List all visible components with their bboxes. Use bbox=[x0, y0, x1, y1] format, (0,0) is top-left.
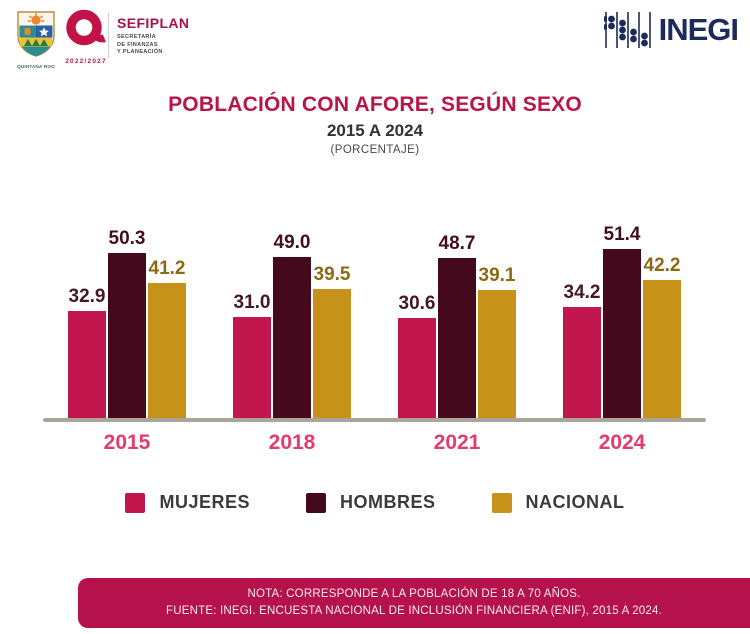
sefiplan-logo: SEFIPLAN SECRETARÍA DE FINANZAS Y PLANEA… bbox=[117, 15, 189, 57]
bar-mujeres-2024 bbox=[563, 306, 601, 420]
bar-column: 42.2 bbox=[643, 255, 681, 420]
bar-value-label: 41.2 bbox=[148, 258, 186, 280]
gobierno-q-logo: 2022/2027 bbox=[60, 8, 112, 66]
bar-hombres-2021 bbox=[438, 258, 476, 420]
q-logo-years: 2022/2027 bbox=[65, 58, 107, 65]
x-axis-label-2015: 2015 bbox=[103, 431, 151, 454]
quintana-roo-logo: QUINTANA ROO bbox=[16, 10, 56, 69]
bar-value-label: 50.3 bbox=[108, 228, 146, 249]
chart-unit-label: (PORCENTAJE) bbox=[330, 144, 420, 156]
bar-column: 39.5 bbox=[313, 264, 351, 420]
x-axis-line bbox=[43, 418, 706, 422]
bar-group-2021: 30.6 48.7 39.1 bbox=[398, 233, 516, 420]
bar-hombres-2015 bbox=[108, 253, 146, 420]
bar-column: 50.3 bbox=[108, 228, 146, 420]
legend-item-nacional: NACIONAL bbox=[491, 492, 625, 513]
bar-value-label: 31.0 bbox=[233, 292, 271, 314]
chart-subtitle-years: 2015 A 2024 bbox=[326, 121, 424, 140]
legend-item-mujeres: MUJERES bbox=[125, 492, 250, 513]
legend-label: HOMBRES bbox=[340, 492, 436, 512]
x-axis-label-2024: 2024 bbox=[598, 431, 646, 454]
inegi-abacus-icon bbox=[603, 12, 651, 48]
sefiplan-subtitle-line3: Y PLANEACIÓN bbox=[117, 49, 163, 55]
bar-mujeres-2015 bbox=[68, 310, 106, 420]
legend: MUJERES HOMBRES NACIONAL bbox=[0, 492, 750, 513]
chart-title: POBLACIÓN CON AFORE, SEGÚN SEXO bbox=[168, 93, 582, 116]
inegi-wordmark: INEGI bbox=[658, 12, 739, 47]
bar-group-2015: 32.9 50.3 41.2 bbox=[68, 228, 186, 420]
legend-swatch bbox=[491, 492, 512, 513]
quintana-roo-caption: QUINTANA ROO bbox=[17, 64, 55, 69]
header-divider bbox=[108, 13, 109, 58]
bar-value-label: 42.2 bbox=[643, 254, 681, 276]
bar-value-label: 48.7 bbox=[438, 233, 476, 255]
footer-note: NOTA: CORRESPONDE A LA POBLACIÓN DE 18 A… bbox=[247, 587, 581, 600]
sefiplan-subtitle-line1: SECRETARÍA bbox=[117, 34, 156, 40]
x-axis-labels: 2015 2018 2021 2024 bbox=[68, 431, 681, 455]
legend-swatch bbox=[306, 492, 326, 513]
footer-note-bar: NOTA: CORRESPONDE A LA POBLACIÓN DE 18 A… bbox=[78, 578, 750, 628]
legend-item-hombres: HOMBRES bbox=[306, 492, 436, 513]
bar-mujeres-2018 bbox=[233, 317, 271, 420]
bar-mujeres-2021 bbox=[398, 318, 436, 420]
bar-nacional-2021 bbox=[478, 290, 516, 420]
sefiplan-subtitle: SECRETARÍA DE FINANZAS Y PLANEACIÓN bbox=[117, 34, 189, 57]
bar-column: 31.0 bbox=[233, 292, 271, 420]
bar-value-label: 34.2 bbox=[563, 281, 601, 303]
bar-column: 34.2 bbox=[563, 281, 601, 420]
inegi-logo: INEGI bbox=[603, 10, 739, 50]
bar-value-label: 49.0 bbox=[273, 232, 311, 254]
legend-label: NACIONAL bbox=[525, 492, 625, 512]
footer-source: FUENTE: INEGI. ENCUESTA NACIONAL DE INCL… bbox=[166, 605, 662, 617]
sefiplan-subtitle-line2: DE FINANZAS bbox=[117, 41, 158, 48]
bar-value-label: 51.4 bbox=[603, 224, 641, 246]
bar-column: 39.1 bbox=[478, 265, 516, 420]
bar-group-2024: 34.2 51.4 42.2 bbox=[563, 224, 681, 420]
bar-column: 48.7 bbox=[438, 233, 476, 420]
bar-nacional-2015 bbox=[148, 283, 186, 420]
bar-value-label: 30.6 bbox=[398, 293, 436, 315]
x-axis-label-2018: 2018 bbox=[268, 431, 316, 454]
x-axis-label-2021: 2021 bbox=[433, 431, 481, 454]
q-logo-icon bbox=[66, 9, 106, 46]
quintana-roo-shield-icon bbox=[17, 11, 55, 57]
sefiplan-wordmark: SEFIPLAN bbox=[117, 15, 190, 31]
bar-hombres-2018 bbox=[273, 257, 311, 420]
bar-column: 51.4 bbox=[603, 224, 641, 420]
title-block: POBLACIÓN CON AFORE, SEGÚN SEXO 2015 A 2… bbox=[0, 93, 750, 156]
bar-column: 41.2 bbox=[148, 258, 186, 420]
bar-value-label: 39.1 bbox=[478, 265, 516, 287]
bar-column: 32.9 bbox=[68, 286, 106, 420]
legend-label: MUJERES bbox=[159, 492, 250, 512]
bar-nacional-2018 bbox=[313, 288, 351, 420]
bar-value-label: 32.9 bbox=[68, 285, 106, 307]
bar-groups: 32.9 50.3 41.2 31.0 49.0 39.5 30.6 48.7 39.1 34.2… bbox=[68, 224, 681, 420]
bar-hombres-2024 bbox=[603, 249, 641, 420]
bar-column: 49.0 bbox=[273, 232, 311, 420]
bar-group-2018: 31.0 49.0 39.5 bbox=[233, 232, 351, 420]
bar-value-label: 39.5 bbox=[313, 263, 351, 285]
legend-swatch bbox=[125, 492, 146, 513]
bar-column: 30.6 bbox=[398, 293, 436, 420]
bar-nacional-2024 bbox=[643, 279, 681, 420]
